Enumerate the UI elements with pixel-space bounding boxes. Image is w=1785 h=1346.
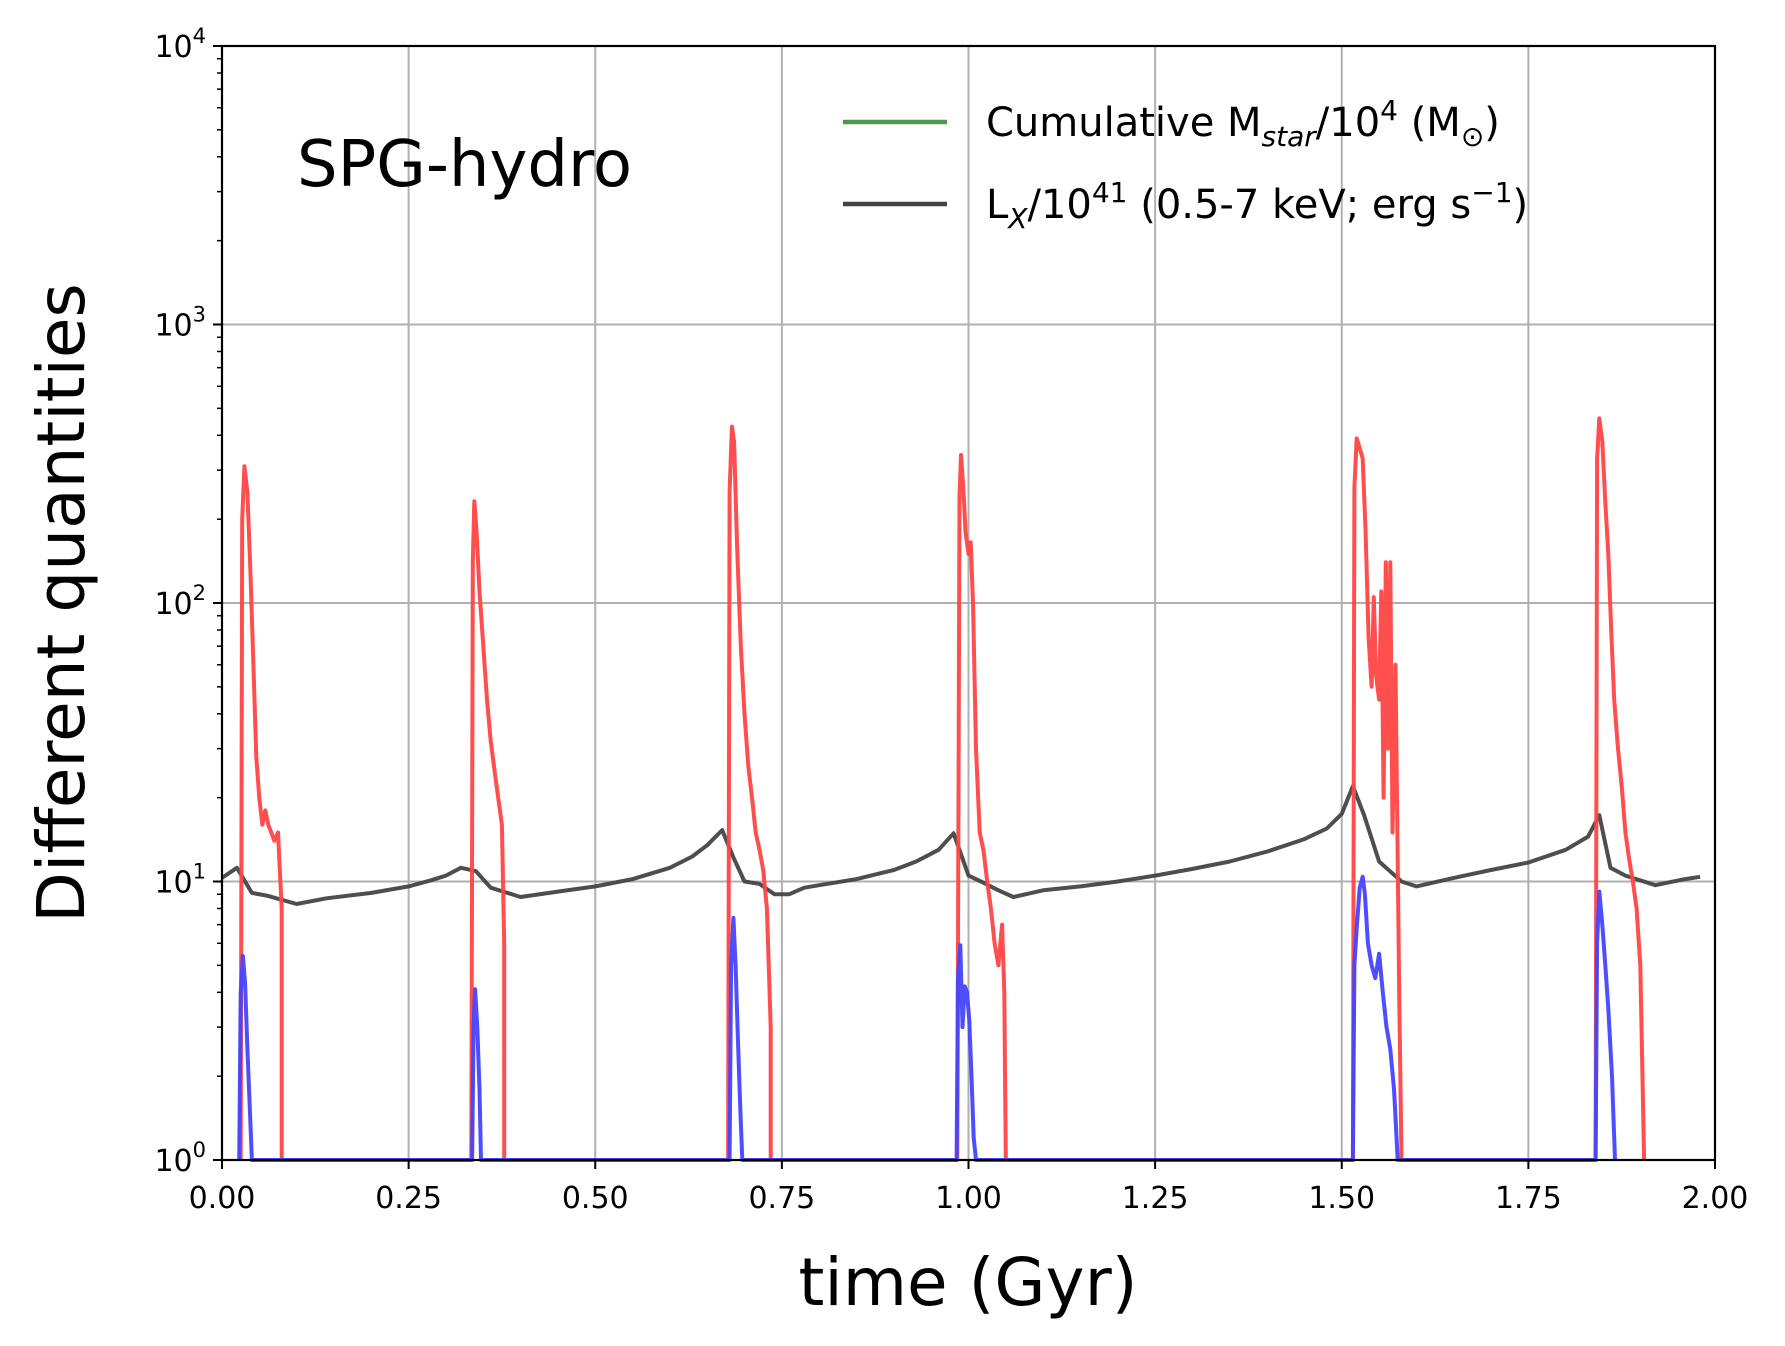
x-tick-label: 1.50 (1308, 1181, 1375, 1216)
x-axis-label: time (Gyr) (799, 1244, 1138, 1321)
x-tick-label: 1.75 (1495, 1181, 1562, 1216)
y-tick-label: 103 (154, 303, 206, 344)
series-layer (220, 416, 1701, 1162)
y-tick-label: 102 (154, 581, 206, 622)
x-tick-label: 1.25 (1122, 1181, 1189, 1216)
axis-ticks: 0.00 0.25 0.50 0.75 1.00 1.25 1.50 1.75 2.00 100 1… (154, 24, 1748, 1216)
legend: Cumulative Mstar/104 (M⊙) LX/1041 (0.5-7 … (843, 94, 1528, 235)
x-tick-label: 0.75 (748, 1181, 815, 1216)
x-tick-label: 0.25 (375, 1181, 442, 1216)
y-axis-label: Different quantities (23, 283, 100, 923)
legend-label-lx: LX/1041 (0.5-7 keV; erg s−1) (986, 176, 1528, 235)
plot-annotation: SPG-hydro (297, 128, 632, 202)
legend-label-mstar: Cumulative Mstar/104 (M⊙) (986, 94, 1500, 153)
x-tick-label: 2.00 (1682, 1181, 1749, 1216)
x-tick-label: 1.00 (935, 1181, 1002, 1216)
x-tick-label: 0.50 (562, 1181, 629, 1216)
x-tick-label: 0.00 (189, 1181, 256, 1216)
y-tick-label: 104 (154, 24, 206, 65)
series-line-lx (220, 784, 1701, 906)
y-tick-label: 100 (154, 1138, 206, 1179)
y-tick-label: 101 (154, 860, 206, 901)
series-line-blue (237, 874, 1617, 1162)
